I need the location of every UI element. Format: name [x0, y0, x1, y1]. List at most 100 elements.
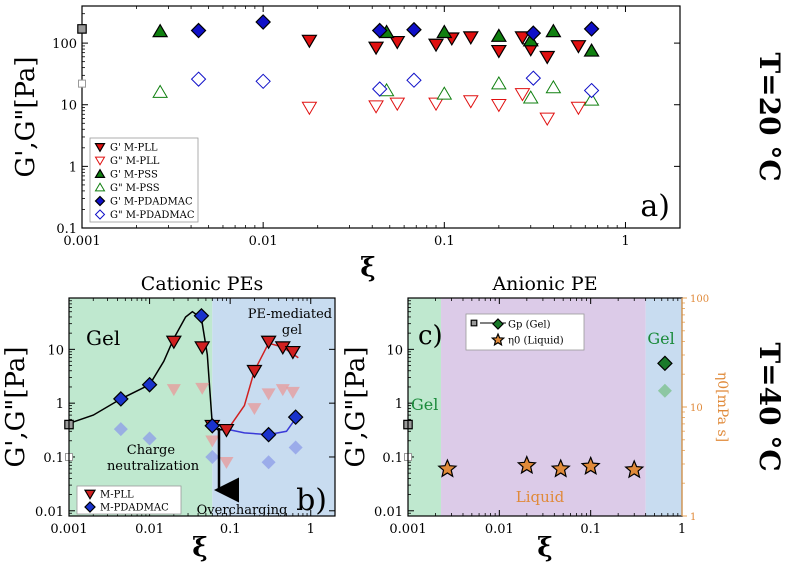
- point-m-pdadmac: [141, 376, 158, 393]
- legend-label: G' M-PLL: [110, 143, 158, 154]
- point--0-liquid: [580, 455, 601, 475]
- point-g-m-pdadmac: [525, 70, 542, 86]
- panel-c: 0.001 0.01 0.1 1 0.01 0.1 1 10 1 10 100 Anionic PE…: [341, 273, 785, 563]
- y-tick-label: 1: [69, 160, 77, 175]
- y-tick-label: 1: [56, 397, 64, 412]
- panel-a-label: a): [640, 189, 670, 224]
- x-tick-label: 0.001: [50, 522, 87, 537]
- y-tick-label: 10: [47, 343, 64, 358]
- panel-b-legend-items: M-PLL M-PDADMAC: [83, 489, 169, 514]
- legend-marker: [83, 489, 97, 500]
- panel-c-xlabel: ξ: [537, 533, 552, 563]
- point-m-pdadmac-g: [261, 455, 276, 470]
- legend-marker: [490, 332, 506, 347]
- panel-b-regions: [69, 298, 335, 516]
- legend-marker: [94, 156, 106, 166]
- y-tick-label: 0.1: [43, 451, 64, 466]
- point-g-m-pll: [539, 50, 556, 65]
- legend-label: η0 (Liquid): [508, 336, 564, 347]
- legend-label: Gp (Gel): [508, 320, 551, 331]
- x-tick-label: 0.001: [63, 234, 100, 249]
- pe-gel-line2: gel: [282, 323, 302, 338]
- point-g-m-pll: [462, 31, 479, 45]
- y2-tick-label: 1: [690, 512, 696, 523]
- panel-b-ylabel: G',G"[Pa]: [1, 346, 31, 467]
- y-tick-label: 0.01: [35, 505, 64, 520]
- point-m-pll-g: [205, 435, 220, 448]
- point-m-pll: [218, 423, 235, 438]
- point-m-pll: [194, 341, 211, 355]
- panel-b-xlabel: ξ: [192, 533, 207, 563]
- point-g-m-pdadmac: [406, 72, 422, 88]
- point-g-m-pss: [436, 24, 453, 39]
- y-tick-label: 10: [60, 99, 77, 114]
- point-g-m-pdadmac: [406, 21, 422, 38]
- point-m-pll: [165, 335, 182, 350]
- x-tick-label: 1: [621, 234, 629, 249]
- point-g-m-pss: [545, 79, 562, 94]
- panel-c-ylabel: G',G"[Pa]: [341, 346, 371, 467]
- point-m-pll-g: [166, 384, 181, 397]
- x-tick-label: 0.1: [580, 522, 601, 537]
- x-tick-label: 0.001: [389, 522, 426, 537]
- legend-label: M-PDADMAC: [100, 503, 169, 514]
- point-g-m-pll: [514, 88, 531, 102]
- charge-line1: Charge: [127, 443, 176, 458]
- point-g-m-pdadmac: [525, 25, 542, 42]
- point-g-m-pdadmac: [255, 73, 271, 90]
- panel-a-legend-box: [89, 137, 199, 223]
- panel-a-xlabel: ξ: [360, 253, 375, 283]
- panel-a-ylabel: G',G"[Pa]: [11, 56, 41, 177]
- x-tick-label: 1: [307, 522, 315, 537]
- x-tick-label: 1: [678, 522, 686, 537]
- legend-label: G' M-PSS: [110, 170, 158, 181]
- panel-a-legend: G' M-PLL G" M-PLL G' M-PSS G" M-PSS G' M-PDA…: [89, 137, 199, 223]
- x-tick-label: 0.1: [434, 234, 455, 249]
- point-g-m-pss: [545, 23, 562, 38]
- point-g-m-pll: [301, 101, 318, 116]
- y-tick-label: 1: [395, 397, 403, 412]
- point-g-m-pll: [428, 97, 444, 112]
- point-g-m-pss: [583, 42, 600, 57]
- panel-c-legend: Gp (Gel) η0 (Liquid): [465, 313, 585, 351]
- point-g-m-pss: [436, 86, 453, 100]
- legend-label: G" M-PLL: [110, 156, 160, 167]
- panel-c-legend-items: Gp (Gel) η0 (Liquid): [470, 318, 564, 347]
- point-m-pdadmac: [204, 417, 221, 434]
- legend-marker: [94, 182, 106, 192]
- panel-c-title: Anionic PE: [491, 273, 597, 295]
- point-m-pll-g: [285, 386, 300, 399]
- point-g-m-pll: [570, 40, 587, 54]
- point--0-liquid: [624, 459, 645, 479]
- y-tick-label: 0.1: [56, 222, 77, 237]
- point-g-m-pll: [389, 97, 406, 112]
- point-g-m-pdadmac: [371, 22, 388, 39]
- panel-c-gel-right-annotation: Gel: [647, 329, 674, 348]
- point-g-m-pdadmac: [372, 81, 388, 97]
- legend-marker: [492, 318, 504, 330]
- point-g-m-pdadmac: [583, 21, 600, 37]
- panel-c-gel-left-annotation: Gel: [411, 395, 438, 414]
- panel-b-legend: M-PLL M-PDADMAC: [76, 485, 182, 515]
- panel-c-marks: [403, 355, 673, 479]
- point-g-m-pll: [570, 101, 587, 116]
- point-m-pdadmac-g: [288, 440, 303, 455]
- point-m-pll-g: [195, 382, 210, 395]
- legend-marker: [94, 143, 106, 153]
- panel-a-legend-items: G' M-PLL G" M-PLL G' M-PSS G" M-PSS G' M-PDA…: [94, 143, 195, 221]
- legend-marker: [94, 168, 106, 178]
- point-g-m-pdadmac: [255, 14, 272, 30]
- point-m-pdadmac: [287, 409, 304, 425]
- point-m-pll-g: [261, 388, 276, 401]
- point-g-m-pss: [583, 92, 600, 106]
- point-m-pll: [246, 364, 263, 379]
- legend-marker: [94, 209, 106, 220]
- point-m-pll: [284, 345, 301, 360]
- legend-reference-square: [470, 319, 478, 327]
- y-tick-label: 0.01: [374, 505, 403, 520]
- x-tick-label: 0.01: [485, 522, 514, 537]
- region-gel: [69, 298, 213, 516]
- point-gp-gel: [657, 355, 673, 372]
- point-g-m-pll: [490, 98, 507, 113]
